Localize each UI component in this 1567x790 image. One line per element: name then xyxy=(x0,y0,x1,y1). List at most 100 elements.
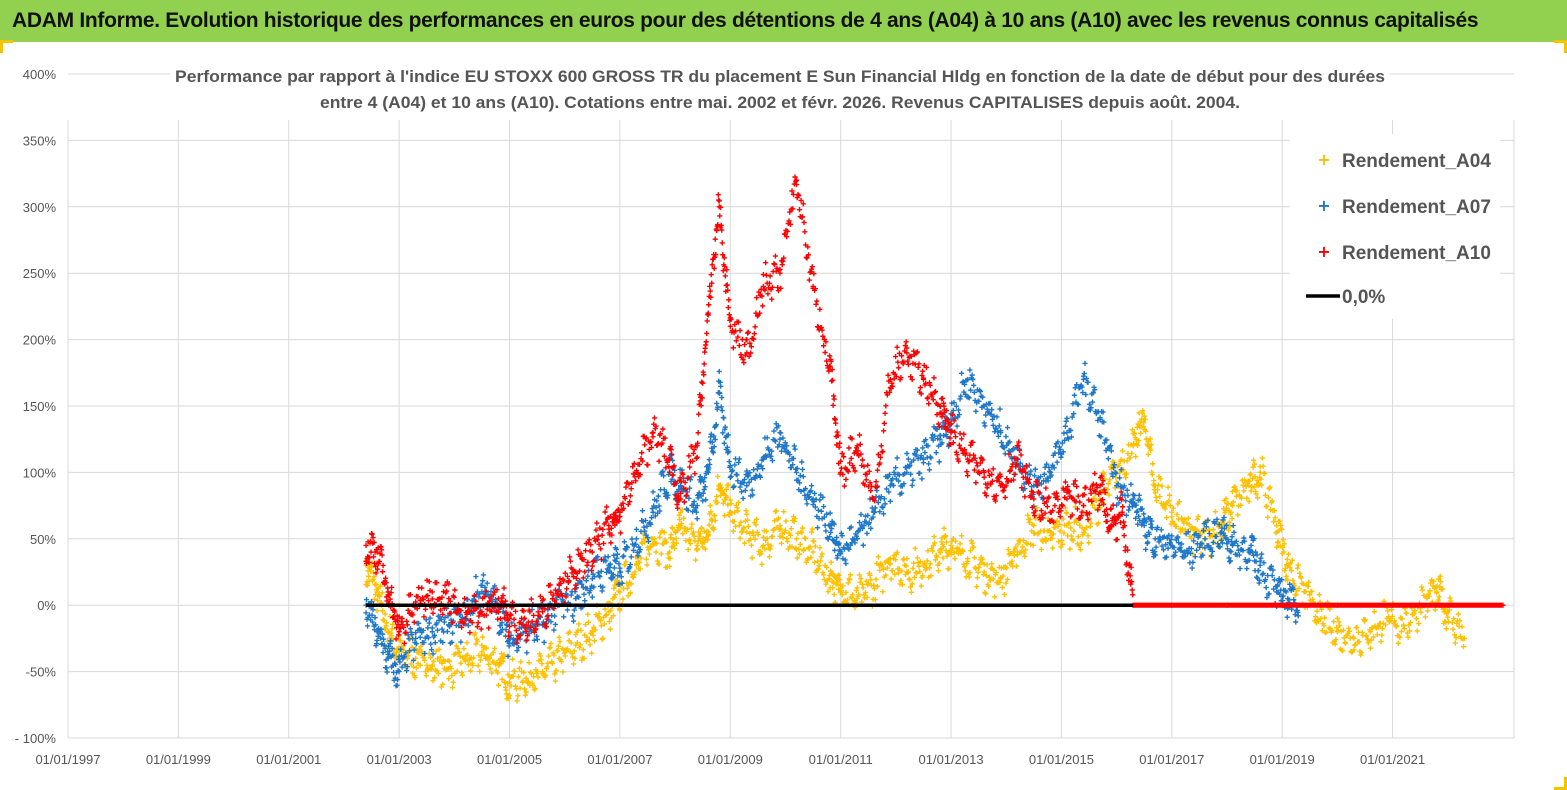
data-point-rendement_a10 xyxy=(385,589,391,595)
series-point-rendement_a04 xyxy=(948,533,970,580)
x-tick-label: 01/01/1999 xyxy=(146,752,211,767)
data-point-rendement_a07 xyxy=(1274,589,1280,595)
series-point-rendement_a10 xyxy=(385,584,402,642)
series-point-rendement_a07 xyxy=(1218,514,1235,565)
y-tick-label: 0% xyxy=(37,598,56,613)
data-point-rendement_a04 xyxy=(1318,615,1324,622)
data-point-rendement_a04 xyxy=(573,642,579,648)
data-point-rendement_a10 xyxy=(1389,602,1396,608)
data-point-rendement_a10 xyxy=(694,443,700,449)
data-point-rendement_a07 xyxy=(1141,522,1147,529)
series-point-rendement_a10 xyxy=(678,443,700,505)
data-point-rendement_a07 xyxy=(1185,549,1191,555)
frame-corner-tr xyxy=(1554,40,1567,53)
data-point-rendement_a10 xyxy=(429,589,435,595)
data-point-rendement_a07 xyxy=(617,569,623,575)
series-point-rendement_a04 xyxy=(793,525,815,565)
data-point-rendement_a10 xyxy=(727,323,733,329)
data-point-rendement_a04 xyxy=(462,658,468,664)
series-point-rendement_a04 xyxy=(1229,477,1251,518)
series-point-rendement_a07 xyxy=(1246,533,1263,586)
data-point-rendement_a04 xyxy=(871,582,877,588)
data-point-rendement_a10 xyxy=(1224,602,1230,608)
data-point-rendement_a04 xyxy=(606,609,612,615)
legend-marker-a04: + xyxy=(1317,150,1330,169)
series-point-rendement_a04 xyxy=(1285,551,1307,607)
data-point-rendement_a10 xyxy=(965,456,971,462)
data-point-rendement_a10 xyxy=(793,177,800,183)
data-point-rendement_a04 xyxy=(479,649,485,655)
data-point-rendement_a07 xyxy=(810,496,816,502)
x-tick-label: 01/01/2003 xyxy=(367,752,432,767)
legend-box xyxy=(1290,134,1500,319)
data-point-rendement_a10 xyxy=(705,310,711,316)
data-point-rendement_a07 xyxy=(727,463,733,469)
data-point-rendement_a04 xyxy=(385,629,391,635)
series-point-rendement_a04 xyxy=(1169,499,1191,535)
data-point-rendement_a04 xyxy=(793,536,800,542)
series-point-rendement_a04 xyxy=(556,629,578,675)
series-point-rendement_a07 xyxy=(1080,360,1102,439)
data-point-rendement_a07 xyxy=(937,436,943,442)
series-point-rendement_a07 xyxy=(827,510,843,561)
series-point-rendement_a07 xyxy=(1169,531,1191,560)
data-point-rendement_a10 xyxy=(827,363,833,369)
data-point-rendement_a07 xyxy=(920,456,927,462)
data-point-rendement_a10 xyxy=(1445,602,1451,608)
series-point-rendement_a07 xyxy=(1185,521,1207,571)
series-point-rendement_a10 xyxy=(1097,473,1114,535)
report-title: ADAM Informe. Evolution historique des p… xyxy=(12,9,1479,32)
y-tick-label: 50% xyxy=(30,532,56,547)
series-point-rendement_a10 xyxy=(374,543,391,604)
data-point-rendement_a04 xyxy=(1384,615,1390,622)
series-point-rendement_a04 xyxy=(650,528,672,570)
data-point-rendement_a04 xyxy=(523,675,529,681)
x-tick-label: 01/01/2019 xyxy=(1250,752,1315,767)
series-point-rendement_a07 xyxy=(904,445,926,489)
x-tick-label: 01/01/2001 xyxy=(256,752,321,767)
data-point-rendement_a10 xyxy=(1047,509,1053,515)
data-point-rendement_a07 xyxy=(1047,469,1053,475)
x-tick-label: 01/01/2005 xyxy=(477,752,542,767)
series-point-rendement_a10 xyxy=(998,451,1020,501)
series-point-rendement_a10 xyxy=(1047,479,1069,525)
data-point-rendement_a10 xyxy=(523,622,529,628)
data-point-rendement_a10 xyxy=(556,582,562,588)
data-point-rendement_a10 xyxy=(540,609,546,615)
data-point-rendement_a07 xyxy=(1114,483,1120,489)
data-point-rendement_a10 xyxy=(1279,602,1285,608)
data-point-rendement_a07 xyxy=(744,483,750,489)
data-point-rendement_a04 xyxy=(1461,635,1467,641)
data-point-rendement_a04 xyxy=(1334,629,1340,635)
frame-corner-tl xyxy=(0,40,13,53)
data-point-rendement_a10 xyxy=(678,496,684,502)
series-point-rendement_a07 xyxy=(716,368,733,471)
data-point-rendement_a07 xyxy=(678,483,684,489)
data-point-rendement_a07 xyxy=(650,509,656,515)
title-backdrop xyxy=(170,60,1390,120)
data-point-rendement_a10 xyxy=(981,469,987,475)
data-point-rendement_a07 xyxy=(1257,562,1263,568)
series-point-rendement_a04 xyxy=(573,611,595,663)
series-point-rendement_a07 xyxy=(363,596,380,649)
data-point-rendement_a10 xyxy=(1334,602,1340,608)
data-point-rendement_a10 xyxy=(1097,483,1103,489)
series-point-rendement_a10 xyxy=(1064,478,1086,522)
data-point-rendement_a10 xyxy=(495,595,502,602)
series-point-rendement_a10 xyxy=(1334,602,1394,608)
data-point-rendement_a10 xyxy=(606,522,612,529)
series-point-rendement_a04 xyxy=(744,511,766,567)
legend-label-zero: 0,0% xyxy=(1342,287,1385,308)
data-point-rendement_a04 xyxy=(887,556,893,562)
data-point-rendement_a10 xyxy=(887,376,893,383)
series-point-rendement_a07 xyxy=(1257,551,1279,607)
series-point-rendement_a10 xyxy=(727,315,749,366)
series-point-rendement_a10 xyxy=(606,506,623,546)
series-point-rendement_a04 xyxy=(495,651,512,702)
data-point-rendement_a04 xyxy=(810,549,816,555)
series-point-rendement_a04 xyxy=(1257,455,1279,536)
series-point-rendement_a10 xyxy=(948,412,970,475)
data-point-rendement_a10 xyxy=(838,469,844,475)
series-point-rendement_a10 xyxy=(573,537,595,588)
series-point-rendement_a07 xyxy=(396,626,418,674)
